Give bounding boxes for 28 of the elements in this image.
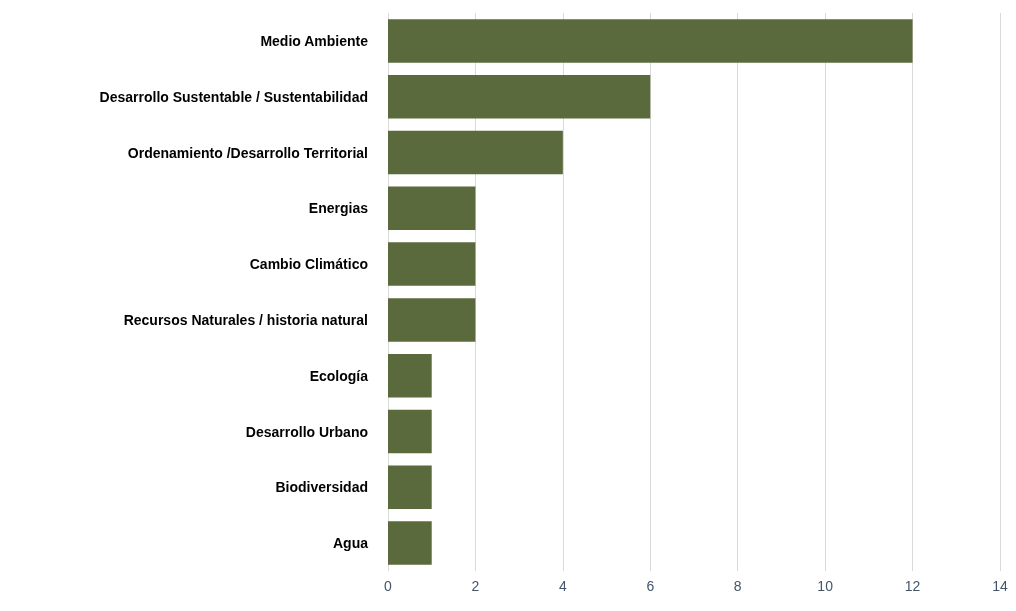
y-tick-label: Recursos Naturales / historia natural <box>123 311 368 328</box>
bar <box>388 298 476 342</box>
y-tick-label: Biodiversidad <box>275 479 368 496</box>
x-tick-label: 4 <box>558 578 567 594</box>
y-tick-label: Cambio Climático <box>249 256 368 273</box>
y-tick-label: Energias <box>308 200 369 217</box>
bar <box>388 409 432 454</box>
x-tick-label: 2 <box>471 578 480 594</box>
bar <box>388 186 476 231</box>
bar <box>388 521 432 565</box>
y-tick-label: Ecología <box>309 367 369 384</box>
x-tick-label: 10 <box>817 578 834 594</box>
y-tick-label: Ordenamiento /Desarrollo Territorial <box>127 144 368 161</box>
y-tick-label: Desarrollo Urbano <box>245 423 368 440</box>
y-tick-label: Medio Ambiente <box>260 32 369 49</box>
x-tick-label: 0 <box>384 578 393 594</box>
x-tick-label: 8 <box>733 578 742 594</box>
y-tick-label: Desarrollo Sustentable / Sustentabilidad <box>99 88 368 105</box>
bar <box>388 130 563 175</box>
x-tick-label: 14 <box>992 578 1008 594</box>
x-tick-label: 6 <box>646 578 655 594</box>
x-tick-label: 12 <box>904 578 921 594</box>
bar <box>388 74 651 119</box>
bar <box>388 465 432 510</box>
bar <box>388 242 476 286</box>
bar <box>388 353 432 398</box>
y-tick-label: Agua <box>333 535 369 552</box>
bar <box>388 19 913 63</box>
